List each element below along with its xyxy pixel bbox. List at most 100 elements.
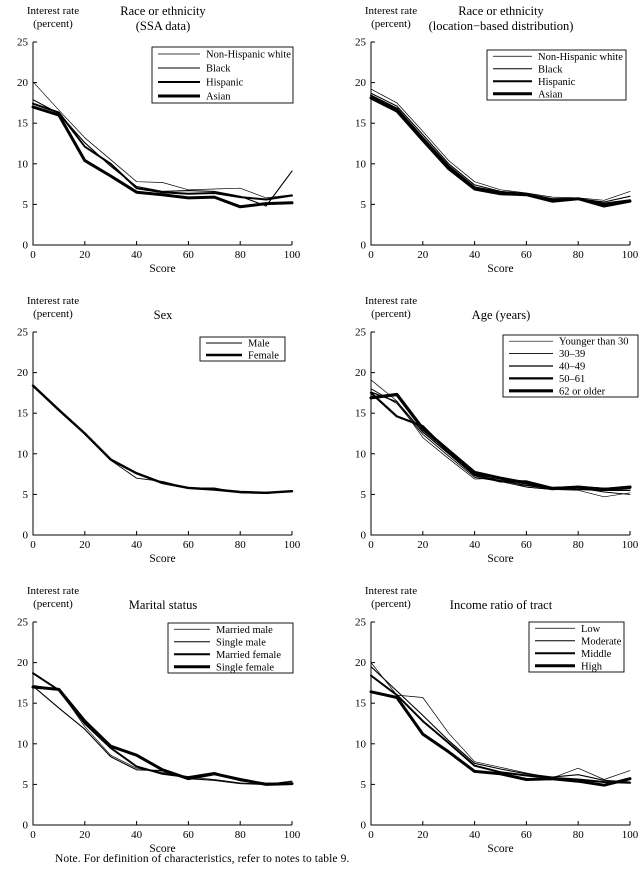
chart-title: Race or ethnicity: [120, 4, 206, 18]
y-tick-label: 10: [17, 448, 29, 460]
x-tick-label: 40: [469, 249, 481, 261]
chart-canvas: Interest rate(percent) Race or ethnicity(…: [355, 4, 639, 275]
chart-title: (location−based distribution): [429, 19, 574, 33]
legend-label-high: High: [581, 661, 603, 672]
x-tick-label: 20: [417, 539, 429, 551]
chart-canvas: Interest rate(percent) Income ratio of tr…: [355, 585, 639, 855]
series-line-black: [32, 99, 293, 207]
y-axis-title: Interest rate: [365, 5, 417, 17]
legend-label-black: Black: [206, 64, 231, 75]
y-tick-label: 15: [17, 408, 29, 420]
legend-label-married-female: Married female: [216, 650, 281, 661]
chart-title: Income ratio of tract: [450, 598, 553, 612]
legend-label-hispanic: Hispanic: [206, 78, 244, 89]
x-tick-label: 100: [622, 539, 639, 551]
y-tick-label: 20: [17, 77, 29, 89]
chart-title: Marital status: [129, 598, 198, 612]
x-axis-title: Score: [487, 843, 513, 855]
series-line-moderate: [370, 666, 631, 783]
y-tick-label: 25: [355, 37, 367, 49]
legend-label-30-39: 30–39: [559, 349, 585, 360]
y-tick-label: 15: [355, 118, 367, 130]
legend: Non-Hispanic white Black Hispanic Asian: [151, 46, 294, 104]
chart-race-ethnicity-ssa: Interest rate (percent) Race or ethnicity(…: [0, 0, 306, 282]
chart-title: (SSA data): [136, 19, 191, 33]
y-tick-label: 15: [355, 408, 367, 420]
legend-label-married-male: Married male: [216, 625, 273, 636]
x-tick-label: 40: [469, 829, 481, 841]
chart-title: Age (years): [472, 308, 531, 322]
x-tick-label: 40: [131, 539, 143, 551]
y-tick-label: 15: [17, 698, 29, 710]
legend-box: [486, 49, 627, 101]
legend-label-non-hispanic-white: Non-Hispanic white: [538, 52, 623, 63]
series-line-asian: [31, 105, 294, 209]
y-tick-label: 5: [23, 779, 29, 791]
x-tick-label: 20: [79, 829, 91, 841]
x-axis-title: Score: [149, 263, 175, 275]
chart-canvas: Interest rate(percent) Sex 0 5 10 15 20 25 0 20 40…: [17, 295, 301, 565]
x-tick-label: 0: [368, 249, 374, 261]
series-line-high: [369, 690, 632, 787]
legend-box: [167, 622, 294, 674]
x-axis-title: Score: [149, 843, 175, 855]
y-tick-label: 10: [355, 738, 367, 750]
y-tick-label: 20: [355, 77, 367, 89]
y-tick-label: 5: [23, 489, 29, 501]
series-line-non-hispanic-white: [370, 88, 631, 201]
y-tick-label: 0: [361, 240, 367, 252]
legend-label-asian: Asian: [206, 92, 231, 103]
chart-income-ratio-of-tract: Interest rate (percent) Income ratio of tr…: [338, 580, 644, 862]
y-axis-title: (percent): [33, 308, 73, 320]
series-line-black: [370, 92, 631, 203]
series-line-low: [370, 662, 631, 780]
x-tick-label: 40: [469, 539, 481, 551]
chart-canvas: Interest rate(percent) Race or ethnicity(…: [17, 4, 301, 275]
legend-label-asian: Asian: [538, 89, 563, 100]
legend-label-moderate: Moderate: [581, 636, 622, 647]
x-tick-label: 60: [183, 539, 195, 551]
y-axis-title: (percent): [371, 308, 411, 320]
x-axis-title: Score: [149, 553, 175, 565]
chart-age: Interest rate (percent) Age (years) 0 5 10 15 2…: [338, 290, 644, 572]
legend-label-low: Low: [581, 624, 601, 635]
legend-label-50-61: 50–61: [559, 374, 585, 385]
x-tick-label: 60: [521, 829, 533, 841]
y-tick-label: 15: [355, 698, 367, 710]
legend-label-non-hispanic-white: Non-Hispanic white: [206, 50, 291, 61]
y-axis-title: Interest rate: [365, 295, 417, 307]
legend-label-female: Female: [248, 351, 279, 362]
legend-label-single-female: Single female: [216, 662, 274, 673]
series-line-non-hispanic-white: [32, 81, 293, 199]
x-tick-label: 0: [30, 539, 36, 551]
legend-label-middle: Middle: [581, 649, 612, 660]
y-tick-label: 5: [361, 489, 367, 501]
y-tick-label: 0: [23, 530, 29, 542]
y-axis-title: (percent): [371, 598, 411, 610]
x-tick-label: 0: [368, 829, 374, 841]
x-tick-label: 20: [79, 539, 91, 551]
x-tick-label: 40: [131, 249, 143, 261]
x-tick-label: 100: [284, 829, 301, 841]
legend-box: [199, 336, 286, 362]
y-tick-label: 25: [17, 617, 29, 629]
x-tick-label: 100: [284, 249, 301, 261]
series-line-middle: [370, 674, 631, 784]
y-tick-label: 10: [17, 738, 29, 750]
chart-sex: Interest rate (percent) Sex 0 5 10 15 20 25 0 20 40…: [0, 290, 306, 572]
x-tick-label: 20: [417, 829, 429, 841]
series-line-asian: [369, 96, 632, 208]
chart-race-ethnicity-location-based: Interest rate (percent) Race or ethnicity(…: [338, 0, 644, 282]
y-tick-label: 5: [361, 199, 367, 211]
y-tick-label: 5: [23, 199, 29, 211]
y-tick-label: 25: [355, 617, 367, 629]
x-tick-label: 80: [573, 539, 585, 551]
series-line-40-49: [370, 391, 631, 491]
x-tick-label: 40: [131, 829, 143, 841]
y-axis-title: (percent): [371, 18, 411, 30]
y-tick-label: 20: [355, 657, 367, 669]
